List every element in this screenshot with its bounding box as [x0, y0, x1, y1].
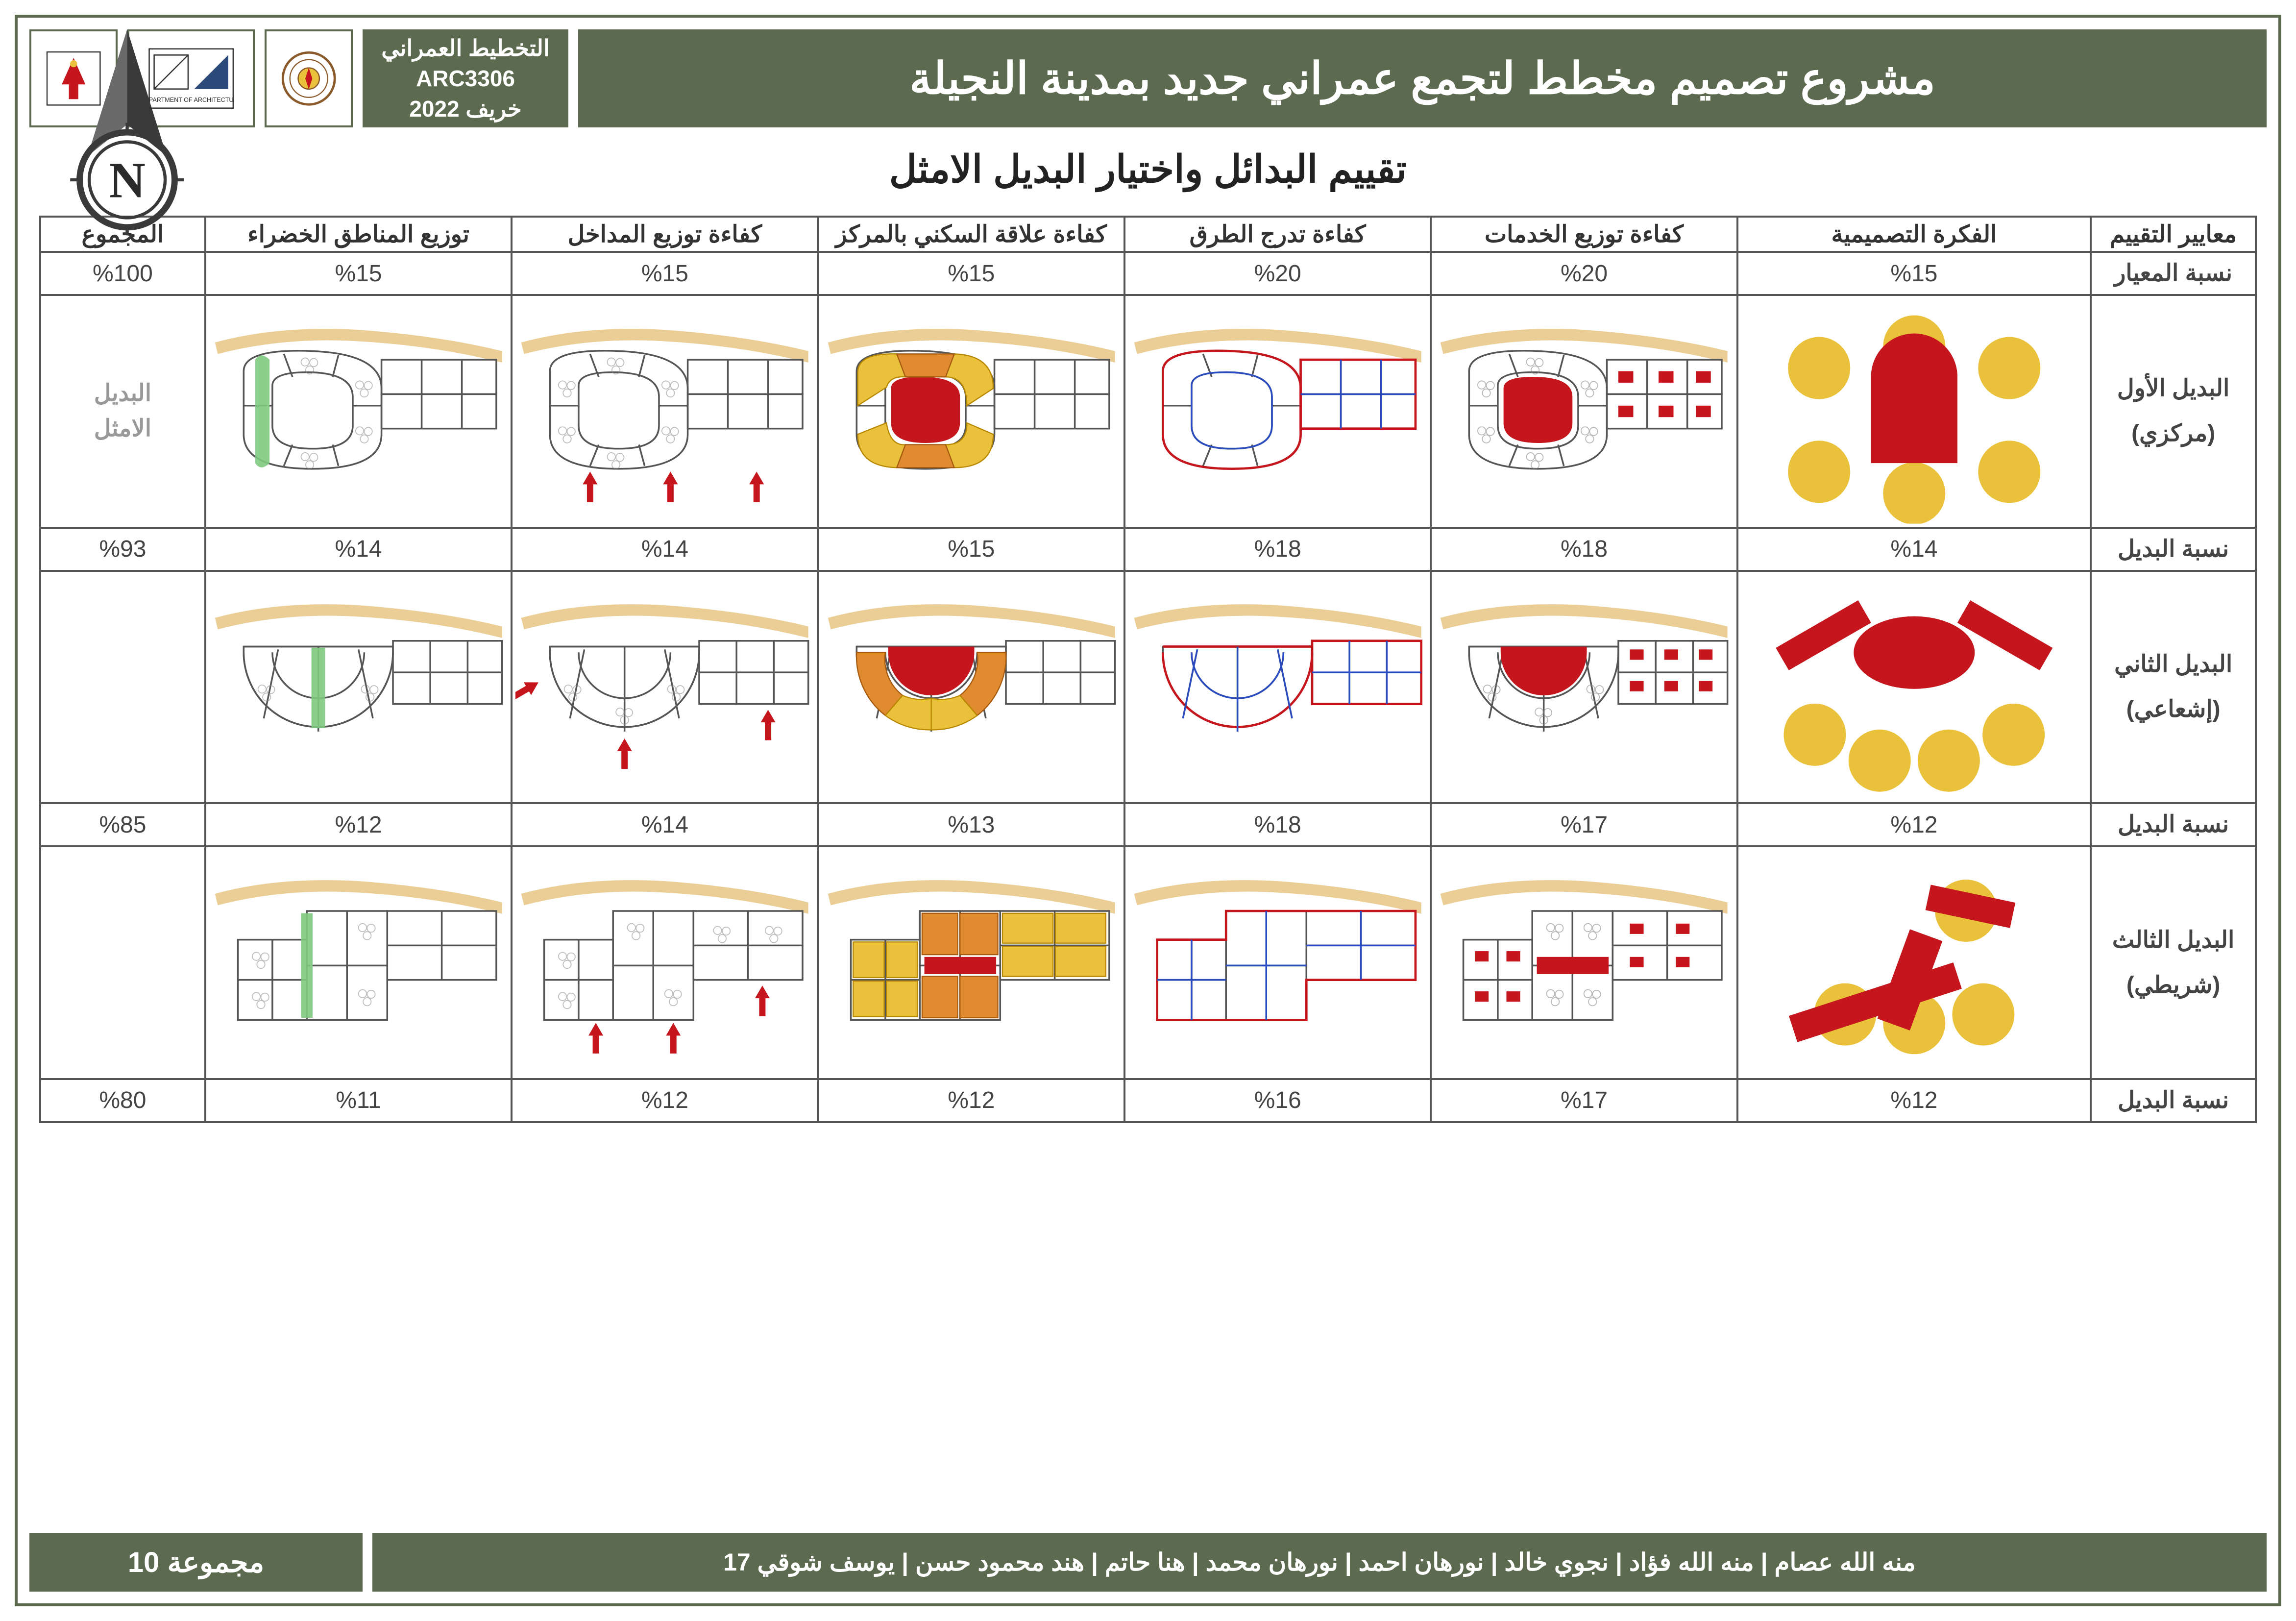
alt1-s-c5: %14 [205, 528, 512, 571]
alt1-s-c2: %18 [1124, 528, 1431, 571]
alt3-s-c4: %12 [512, 1079, 818, 1122]
alt1-s-c3: %15 [818, 528, 1124, 571]
alt1-s-c1: %18 [1431, 528, 1737, 571]
alt3-s-total: %80 [40, 1079, 205, 1122]
alt1-concept-diagram [1737, 295, 2091, 528]
compass-icon: N [48, 29, 206, 235]
alt3-c5-diagram [205, 846, 512, 1079]
course-line3: خريف 2022 [409, 94, 521, 124]
alt2-score-label: نسبة البديل [2091, 803, 2256, 846]
hdr-c1: كفاءة توزيع الخدمات [1431, 217, 1737, 252]
hdr-criteria: معايير التقييم [2091, 217, 2256, 252]
hdr-c3: كفاءة علاقة السكني بالمركز [818, 217, 1124, 252]
w-c2: %20 [1124, 252, 1431, 295]
alt3-s-c5: %11 [205, 1079, 512, 1122]
alt3-s-c1: %17 [1431, 1079, 1737, 1122]
alt1-s-c4: %14 [512, 528, 818, 571]
alt3-c4-diagram [512, 846, 818, 1079]
alt1-c4-diagram [512, 295, 818, 528]
hdr-c4: كفاءة توزيع المداخل [512, 217, 818, 252]
alt3-label: البديل الثالث (شريطي) [2091, 846, 2256, 1079]
alt3-label-l1: البديل الثالث [2095, 923, 2252, 958]
footer: مجموعة 10 منه الله عصام | منه الله فؤاد … [29, 1533, 2267, 1592]
course-info: التخطيط العمراني ARC3306 خريف 2022 [363, 29, 568, 127]
alt3-s-c2: %16 [1124, 1079, 1431, 1122]
alt2-s-c2: %18 [1124, 803, 1431, 846]
alt1-score-label: نسبة البديل [2091, 528, 2256, 571]
w-c3: %15 [818, 252, 1124, 295]
weights-label: نسبة المعيار [2091, 252, 2256, 295]
alt1-score-row: نسبة البديل %14 %18 %18 %15 %14 %14 %93 [40, 528, 2256, 571]
alt2-label-l1: البديل الثاني [2095, 647, 2252, 682]
footer-group-text: مجموعة 10 [128, 1546, 264, 1579]
evaluation-table: معايير التقييم الفكرة التصميمية كفاءة تو… [39, 216, 2257, 1123]
w-c4: %15 [512, 252, 818, 295]
subtitle: تقييم البدائل واختيار البديل الامثل [29, 147, 2267, 192]
seal-icon [279, 46, 338, 111]
alt2-c5-diagram [205, 571, 512, 804]
compass: N [44, 29, 211, 235]
alt2-c1-diagram [1431, 571, 1737, 804]
alt3-score-label: نسبة البديل [2091, 1079, 2256, 1122]
alt1-c1-diagram [1431, 295, 1737, 528]
header: DEPARTMENT OF ARCHITECTURE التخطيط العمر… [29, 29, 2267, 127]
alt3-c3-diagram [818, 846, 1124, 1079]
alt1-s-total: %93 [40, 528, 205, 571]
alt2-score-row: نسبة البديل %12 %17 %18 %13 %14 %12 %85 [40, 803, 2256, 846]
alt3-s-concept: %12 [1737, 1079, 2091, 1122]
alt1-total-label: البديل الامثل [40, 295, 205, 528]
w-concept: %15 [1737, 252, 2091, 295]
alt2-diagram-row: البديل الثاني (إشعاعي) [40, 571, 2256, 804]
hdr-c2: كفاءة تدرج الطرق [1124, 217, 1431, 252]
main-title: مشروع تصميم مخطط لتجمع عمراني جديد بمدين… [578, 29, 2267, 127]
alt2-s-c1: %17 [1431, 803, 1737, 846]
alt1-c5-diagram [205, 295, 512, 528]
alt2-s-total: %85 [40, 803, 205, 846]
weights-row: نسبة المعيار %15 %20 %20 %15 %15 %15 %10… [40, 252, 2256, 295]
alt1-label-l1: البديل الأول [2095, 371, 2252, 406]
alt3-total-blank [40, 846, 205, 1079]
alt3-s-c3: %12 [818, 1079, 1124, 1122]
alt1-s-concept: %14 [1737, 528, 2091, 571]
alt3-diagram-row: البديل الثالث (شريطي) [40, 846, 2256, 1079]
alt2-c4-diagram [512, 571, 818, 804]
course-line1: التخطيط العمراني [381, 33, 549, 63]
subtitle-text: تقييم البدائل واختيار البديل الامثل [889, 147, 1407, 191]
svg-text:N: N [109, 152, 146, 208]
footer-names-text: منه الله عصام | منه الله فؤاد | نجوي خال… [723, 1548, 1916, 1576]
alt1-label: البديل الأول (مركزي) [2091, 295, 2256, 528]
main-title-text: مشروع تصميم مخطط لتجمع عمراني جديد بمدين… [909, 53, 1935, 104]
alt2-s-concept: %12 [1737, 803, 2091, 846]
alt3-label-l2: (شريطي) [2095, 968, 2252, 1003]
alt3-c2-diagram [1124, 846, 1431, 1079]
alt2-total-blank [40, 571, 205, 804]
alt2-s-c3: %13 [818, 803, 1124, 846]
course-line2: ARC3306 [416, 63, 515, 94]
footer-group: مجموعة 10 [29, 1533, 363, 1592]
alt1-label-l2: (مركزي) [2095, 416, 2252, 451]
alt1-diagram-row: البديل الأول (مركزي) [40, 295, 2256, 528]
alt1-c3-diagram [818, 295, 1124, 528]
alt2-label-l2: (إشعاعي) [2095, 692, 2252, 727]
w-c5: %15 [205, 252, 512, 295]
alt1-c2-diagram [1124, 295, 1431, 528]
footer-names: منه الله عصام | منه الله فؤاد | نجوي خال… [372, 1533, 2267, 1592]
alt2-concept-diagram [1737, 571, 2091, 804]
alt2-s-c4: %14 [512, 803, 818, 846]
alt3-c1-diagram [1431, 846, 1737, 1079]
table-header-row: معايير التقييم الفكرة التصميمية كفاءة تو… [40, 217, 2256, 252]
w-total: %100 [40, 252, 205, 295]
alt2-label: البديل الثاني (إشعاعي) [2091, 571, 2256, 804]
logo-seal [265, 29, 353, 127]
alt2-c3-diagram [818, 571, 1124, 804]
w-c1: %20 [1431, 252, 1737, 295]
alt2-s-c5: %12 [205, 803, 512, 846]
hdr-concept: الفكرة التصميمية [1737, 217, 2091, 252]
alt3-score-row: نسبة البديل %12 %17 %16 %12 %12 %11 %80 [40, 1079, 2256, 1122]
alt2-c2-diagram [1124, 571, 1431, 804]
alt3-concept-diagram [1737, 846, 2091, 1079]
hdr-c5: توزيع المناطق الخضراء [205, 217, 512, 252]
